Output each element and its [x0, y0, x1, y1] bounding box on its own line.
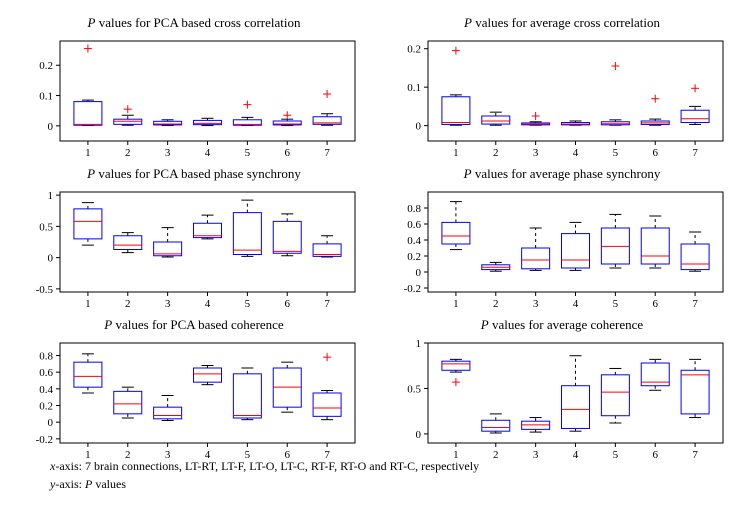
svg-text:3: 3	[533, 147, 539, 158]
boxplot-svg: -0.2 0 0.2 0.4 0.6 0.8 1 2 3 4 5 6 7	[20, 335, 368, 460]
svg-text:2: 2	[125, 298, 130, 309]
svg-text:5: 5	[613, 449, 619, 460]
svg-text:-0.2: -0.2	[36, 434, 53, 446]
svg-text:0: 0	[48, 253, 54, 265]
boxplot-svg: 0 0.1 0.2 1 2 3 4 5 6 7	[20, 33, 368, 158]
svg-text:1: 1	[453, 147, 459, 158]
svg-text:0: 0	[416, 429, 422, 441]
svg-text:1: 1	[453, 298, 459, 309]
svg-text:4: 4	[573, 298, 579, 309]
svg-text:0.2: 0.2	[39, 401, 53, 413]
svg-text:0.4: 0.4	[407, 235, 421, 247]
boxplot-svg: 0 0.5 1 1 2 3 4 5 6 7	[388, 335, 736, 460]
svg-text:4: 4	[573, 449, 579, 460]
svg-text:2: 2	[125, 147, 130, 158]
svg-text:5: 5	[245, 449, 251, 460]
svg-text:1: 1	[48, 190, 54, 202]
svg-text:0.4: 0.4	[39, 384, 53, 396]
panel-title: P values for average cross correlation	[388, 15, 736, 31]
svg-text:1: 1	[85, 298, 91, 309]
chart-grid: P values for PCA based cross correlation…	[20, 15, 736, 445]
svg-text:5: 5	[613, 298, 619, 309]
svg-text:4: 4	[205, 449, 211, 460]
caption-y-text2: values	[92, 477, 126, 491]
svg-text:0: 0	[48, 121, 54, 133]
svg-text:2: 2	[493, 449, 499, 460]
panel-title: P values for PCA based phase synchrony	[20, 166, 368, 182]
panel-title: P values for average phase synchrony	[388, 166, 736, 182]
svg-text:7: 7	[324, 449, 330, 460]
panel-pca-cross-correlation: P values for PCA based cross correlation…	[20, 15, 368, 158]
svg-text:0.2: 0.2	[407, 251, 421, 263]
panel-pca-phase-synchrony: P values for PCA based phase synchrony -0…	[20, 166, 368, 309]
caption-x-text: -axis: 7 brain connections, LT-RT, LT-F,…	[55, 459, 479, 473]
svg-text:6: 6	[284, 147, 290, 158]
svg-text:7: 7	[692, 449, 698, 460]
svg-text:6: 6	[284, 449, 290, 460]
svg-text:7: 7	[324, 147, 330, 158]
svg-text:6: 6	[652, 147, 658, 158]
svg-text:2: 2	[125, 449, 130, 460]
svg-text:1: 1	[416, 338, 422, 350]
svg-text:4: 4	[205, 298, 211, 309]
svg-text:1: 1	[85, 449, 91, 460]
panel-avg-coherence: P values for average coherence 0 0.5 1 1 2 3 4 5…	[388, 317, 736, 460]
svg-text:3: 3	[165, 298, 171, 309]
svg-text:0.8: 0.8	[39, 351, 53, 363]
panel-title: P values for PCA based coherence	[20, 317, 368, 333]
svg-text:0.1: 0.1	[407, 82, 421, 94]
panel-avg-cross-correlation: P values for average cross correlation00…	[388, 15, 736, 158]
svg-text:-0.5: -0.5	[36, 284, 54, 296]
svg-text:6: 6	[284, 298, 290, 309]
boxplot-svg: 0 0.1 0.2 1 2 3 4 5 6 7	[388, 33, 736, 158]
svg-text:3: 3	[533, 298, 539, 309]
svg-text:0.1: 0.1	[39, 91, 53, 103]
svg-text:2: 2	[493, 298, 499, 309]
svg-text:5: 5	[245, 298, 251, 309]
svg-text:7: 7	[324, 298, 330, 309]
svg-text:0.8: 0.8	[407, 203, 421, 215]
svg-text:0.2: 0.2	[407, 44, 421, 56]
svg-text:3: 3	[165, 449, 171, 460]
svg-text:0: 0	[416, 267, 422, 279]
svg-text:0: 0	[48, 417, 54, 429]
panel-avg-phase-synchrony: P values for average phase synchrony -0.2…	[388, 166, 736, 309]
svg-text:-0.2: -0.2	[404, 283, 421, 295]
panel-title: P values for PCA based cross correlation	[20, 15, 368, 31]
svg-text:2: 2	[493, 147, 499, 158]
svg-text:0.6: 0.6	[407, 219, 421, 231]
panel-title: P values for average coherence	[388, 317, 736, 333]
svg-text:0.5: 0.5	[39, 221, 53, 233]
boxplot-svg: -0.2 0 0.2 0.4 0.6 0.8 1 2 3 4 5 6 7	[388, 184, 736, 309]
svg-text:5: 5	[613, 147, 619, 158]
svg-text:3: 3	[165, 147, 171, 158]
svg-text:0: 0	[416, 121, 422, 133]
svg-text:7: 7	[692, 147, 698, 158]
svg-text:4: 4	[573, 147, 579, 158]
svg-text:0.2: 0.2	[39, 60, 53, 72]
svg-text:6: 6	[652, 298, 658, 309]
svg-text:0.5: 0.5	[407, 383, 421, 395]
svg-text:4: 4	[205, 147, 211, 158]
svg-text:1: 1	[85, 147, 91, 158]
svg-text:1: 1	[453, 449, 459, 460]
axis-caption: x-axis: 7 brain connections, LT-RT, LT-F…	[50, 457, 736, 493]
boxplot-svg: -0.5 0 0.5 1 1 2 3 4 5 6 7	[20, 184, 368, 309]
svg-text:5: 5	[245, 147, 251, 158]
panel-pca-coherence: P values for PCA based coherence -0.2 0 0.2…	[20, 317, 368, 460]
svg-text:0.6: 0.6	[39, 367, 53, 379]
svg-text:6: 6	[652, 449, 658, 460]
svg-text:3: 3	[533, 449, 539, 460]
svg-text:7: 7	[692, 298, 698, 309]
caption-y-text1: -axis:	[55, 477, 85, 491]
